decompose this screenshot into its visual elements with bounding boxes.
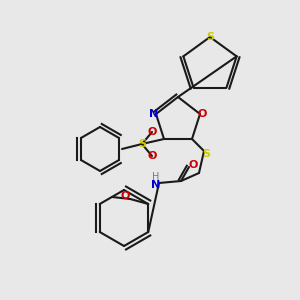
Text: S: S xyxy=(138,139,146,149)
Text: O: O xyxy=(121,191,130,201)
Text: N: N xyxy=(149,109,159,119)
Text: H: H xyxy=(152,172,160,182)
Text: O: O xyxy=(197,109,207,119)
Text: O: O xyxy=(147,151,157,161)
Text: O: O xyxy=(188,160,198,170)
Text: N: N xyxy=(152,180,160,190)
Text: S: S xyxy=(202,149,210,159)
Text: O: O xyxy=(147,127,157,137)
Text: S: S xyxy=(206,32,214,42)
